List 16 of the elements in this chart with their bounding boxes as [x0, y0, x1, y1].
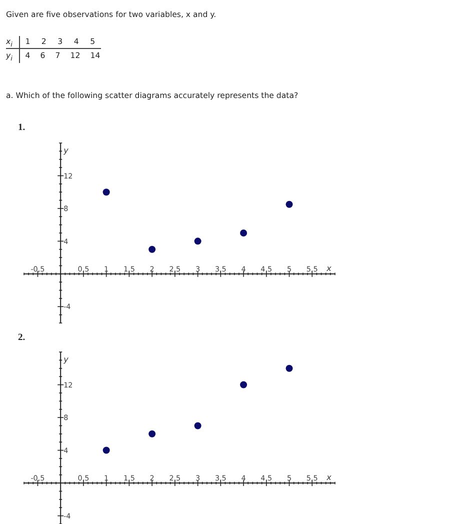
point [240, 381, 248, 388]
x-axis-title: x [326, 473, 332, 482]
y-axis-title: y [62, 146, 69, 155]
chart-title: 1. [18, 123, 26, 133]
point [148, 246, 156, 253]
point [286, 200, 293, 208]
point [194, 238, 202, 245]
point [102, 188, 110, 196]
point [194, 422, 202, 430]
x-axis-title: x [326, 264, 332, 273]
point [148, 430, 156, 438]
point [240, 230, 248, 236]
y-axis-title: y [62, 355, 69, 364]
chart-title: 2. [18, 333, 26, 343]
point [286, 364, 293, 372]
point [102, 446, 110, 454]
